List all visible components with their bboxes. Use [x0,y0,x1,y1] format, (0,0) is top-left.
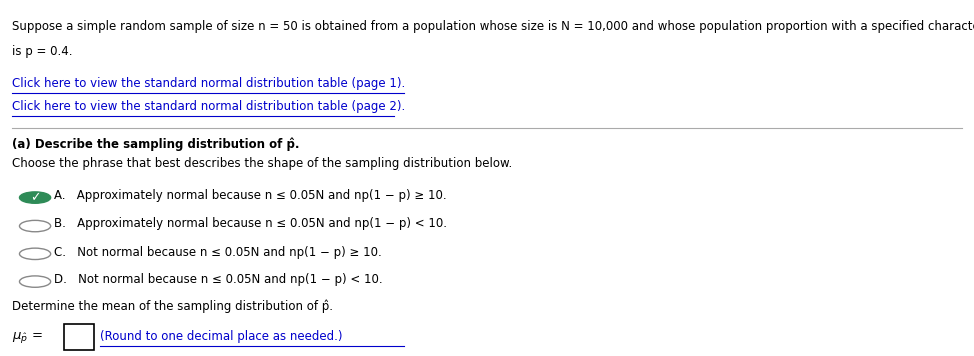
Text: (Round to one decimal place as needed.): (Round to one decimal place as needed.) [100,330,343,344]
Text: (a) Describe the sampling distribution of p̂.: (a) Describe the sampling distribution o… [12,137,299,151]
Text: $\mu_{\hat{p}}$ =: $\mu_{\hat{p}}$ = [12,330,42,345]
Text: ✓: ✓ [30,191,40,204]
Text: is p = 0.4.: is p = 0.4. [12,44,72,58]
Text: Determine the mean of the sampling distribution of p̂.: Determine the mean of the sampling distr… [12,300,333,313]
Text: Click here to view the standard normal distribution table (page 2).: Click here to view the standard normal d… [12,100,405,113]
Text: A.   Approximately normal because n ≤ 0.05N and np(1 − p) ≥ 10.: A. Approximately normal because n ≤ 0.05… [54,189,446,202]
Text: C.   Not normal because n ≤ 0.05N and np(1 − p) ≥ 10.: C. Not normal because n ≤ 0.05N and np(1… [54,246,381,259]
Text: D.   Not normal because n ≤ 0.05N and np(1 − p) < 10.: D. Not normal because n ≤ 0.05N and np(1… [54,273,382,287]
Text: Choose the phrase that best describes the shape of the sampling distribution bel: Choose the phrase that best describes th… [12,157,512,171]
Circle shape [19,192,51,203]
Text: B.   Approximately normal because n ≤ 0.05N and np(1 − p) < 10.: B. Approximately normal because n ≤ 0.05… [54,217,446,230]
Text: Suppose a simple random sample of size n = 50 is obtained from a population whos: Suppose a simple random sample of size n… [12,20,974,33]
FancyBboxPatch shape [64,324,94,350]
Text: Click here to view the standard normal distribution table (page 1).: Click here to view the standard normal d… [12,77,405,90]
